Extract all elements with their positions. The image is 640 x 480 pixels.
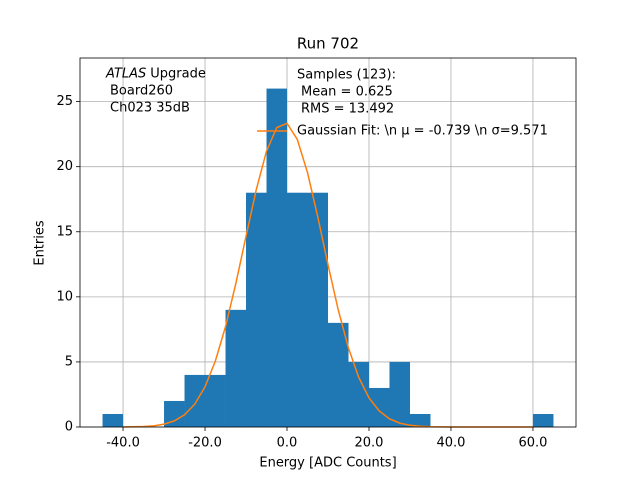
x-tick-label: 20.0 bbox=[355, 436, 384, 451]
y-tick-label: 15 bbox=[56, 224, 73, 239]
bar bbox=[328, 322, 349, 427]
bar bbox=[389, 361, 410, 427]
chart-title: Run 702 bbox=[297, 35, 359, 53]
annotation: Board260 bbox=[110, 84, 173, 99]
x-tick-label: -20.0 bbox=[188, 436, 222, 451]
bar bbox=[205, 374, 226, 427]
x-axis-label: Energy [ADC Counts] bbox=[259, 456, 396, 471]
y-tick-label: 20 bbox=[56, 159, 73, 174]
annotation: ATLAS bbox=[105, 67, 146, 82]
bar bbox=[532, 413, 554, 427]
legend-text: Mean = 0.625 bbox=[301, 85, 393, 100]
bar bbox=[409, 413, 431, 427]
y-tick-label: 5 bbox=[65, 354, 73, 369]
bar bbox=[368, 387, 390, 427]
x-tick-label: 40.0 bbox=[436, 436, 465, 451]
bar bbox=[225, 309, 247, 427]
x-tick-label: 0.0 bbox=[277, 436, 298, 451]
plot-frame bbox=[79, 57, 577, 428]
annotation: Upgrade bbox=[150, 67, 206, 82]
bar bbox=[102, 413, 124, 427]
bar bbox=[184, 374, 206, 427]
legend-text: Samples (123): bbox=[297, 68, 396, 83]
annotation: Ch023 35dB bbox=[110, 101, 190, 116]
y-axis-label: Entries bbox=[33, 220, 48, 266]
bar bbox=[287, 192, 308, 427]
legend-text: RMS = 13.492 bbox=[301, 102, 394, 117]
x-tick-label: 60.0 bbox=[518, 436, 547, 451]
y-tick-label: 10 bbox=[56, 289, 73, 304]
y-tick-label: 25 bbox=[56, 94, 73, 109]
bar bbox=[246, 192, 267, 427]
fit-line bbox=[123, 122, 533, 428]
bar bbox=[348, 361, 369, 427]
y-tick-label: 0 bbox=[65, 420, 73, 435]
bar bbox=[164, 400, 185, 427]
x-tick-label: -40.0 bbox=[106, 436, 140, 451]
bar bbox=[266, 88, 288, 427]
bar bbox=[307, 192, 328, 427]
legend-label: Gaussian Fit: \n μ = -0.739 \n σ=9.571 bbox=[297, 124, 548, 139]
